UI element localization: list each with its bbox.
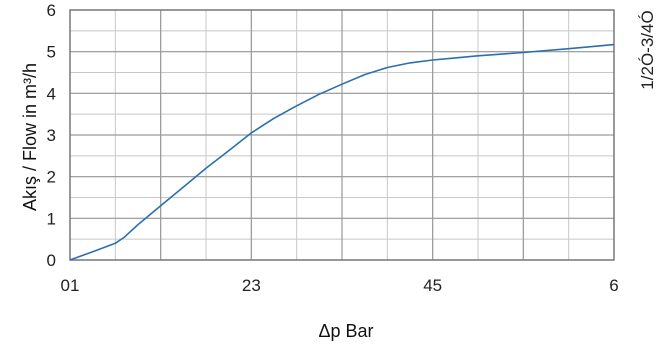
series-group	[69, 43, 615, 261]
y-tick-label: 5	[47, 43, 56, 62]
y-tick-label: 6	[47, 1, 56, 20]
y-tick-label: 3	[47, 126, 56, 145]
y-tick-label: 4	[47, 84, 56, 103]
y-tick-label: 2	[47, 168, 56, 187]
plot-frame	[69, 9, 615, 261]
x-tick-label: 23	[242, 276, 261, 295]
side-label: 1/2Ó-3/4Ó	[638, 10, 657, 89]
grid	[69, 9, 615, 261]
y-axis-label: Akış / Flow in m³/h	[20, 63, 40, 211]
x-tick-label: 6	[609, 276, 618, 295]
x-tick-label: 01	[61, 276, 80, 295]
y-tick-label: 1	[47, 209, 56, 228]
series-line	[69, 43, 615, 261]
x-axis-label: Δp Bar	[318, 321, 373, 341]
x-tick-label: 45	[423, 276, 442, 295]
y-tick-label: 0	[47, 251, 56, 270]
